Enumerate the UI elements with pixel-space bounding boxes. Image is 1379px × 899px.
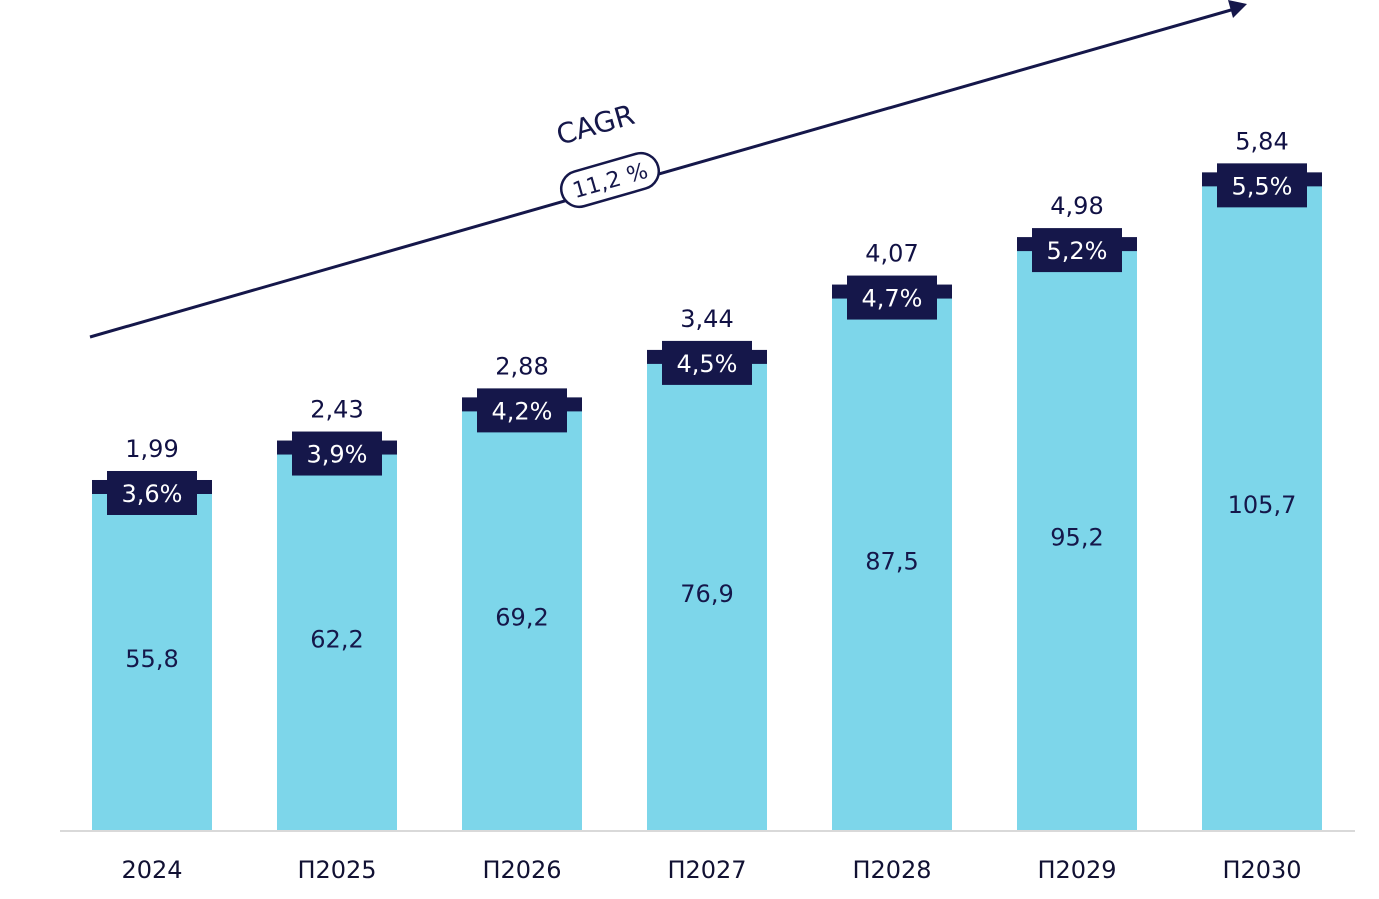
- bar-3: [647, 356, 767, 831]
- bar-5: [1017, 244, 1137, 832]
- share-badge-2: [477, 388, 567, 433]
- x-tick-label-1: П2025: [297, 856, 376, 884]
- bar-2: [462, 404, 582, 831]
- bar-value-label-2: 69,2: [495, 604, 548, 632]
- share-badge-label-2: 4,2%: [492, 397, 553, 425]
- top-value-label-5: 4,98: [1050, 192, 1103, 220]
- share-badge-label-5: 5,2%: [1047, 237, 1108, 265]
- bars-layer: [92, 179, 1322, 832]
- bar-value-label-1: 62,2: [310, 625, 363, 653]
- share-badge-label-1: 3,9%: [307, 441, 368, 469]
- top-value-label-3: 3,44: [680, 305, 733, 333]
- cagr-arrow-head-icon: [1228, 0, 1247, 18]
- share-badge-label-0: 3,6%: [122, 480, 183, 508]
- bar-value-label-0: 55,8: [125, 645, 178, 673]
- bar-4: [832, 291, 952, 831]
- cagr-title: CAGR: [553, 98, 638, 152]
- share-badge-1: [292, 431, 382, 476]
- share-badge-label-4: 4,7%: [862, 285, 923, 313]
- bar-value-label-4: 87,5: [865, 547, 918, 575]
- x-tick-label-4: П2028: [852, 856, 931, 884]
- x-tick-label-5: П2029: [1037, 856, 1116, 884]
- top-value-label-4: 4,07: [865, 240, 918, 268]
- cagr-trend-arrow-line: [89, 6, 1239, 339]
- share-badge-0: [107, 470, 197, 515]
- share-badge-6: [1217, 163, 1307, 208]
- top-value-label-2: 2,88: [495, 352, 548, 380]
- x-tick-label-2: П2026: [482, 856, 561, 884]
- share-badge-4: [847, 275, 937, 320]
- x-tick-label-6: П2030: [1222, 856, 1301, 884]
- labels-layer: 3,6% 1,99 55,8 2024 3,9% 2,43 62,2 П2025 4,2% 2,8…: [92, 127, 1322, 884]
- cagr-pill: 11,2 %: [559, 151, 661, 209]
- bar-value-label-3: 76,9: [680, 580, 733, 608]
- x-tick-label-0: 2024: [121, 856, 182, 884]
- cagr-pill-outline: [559, 151, 661, 209]
- bar-0: [92, 486, 212, 831]
- share-badge-label-6: 5,5%: [1232, 172, 1293, 200]
- share-badge-3: [662, 340, 752, 385]
- bar-value-label-5: 95,2: [1050, 524, 1103, 552]
- share-badge-5: [1032, 228, 1122, 273]
- bar-6: [1202, 179, 1322, 831]
- share-badge-label-3: 4,5%: [677, 350, 738, 378]
- x-tick-label-3: П2027: [667, 856, 746, 884]
- top-value-label-6: 5,84: [1235, 127, 1288, 155]
- bar-1: [277, 447, 397, 831]
- top-value-label-1: 2,43: [310, 396, 363, 424]
- top-value-label-0: 1,99: [125, 435, 178, 463]
- bar-value-label-6: 105,7: [1228, 491, 1297, 519]
